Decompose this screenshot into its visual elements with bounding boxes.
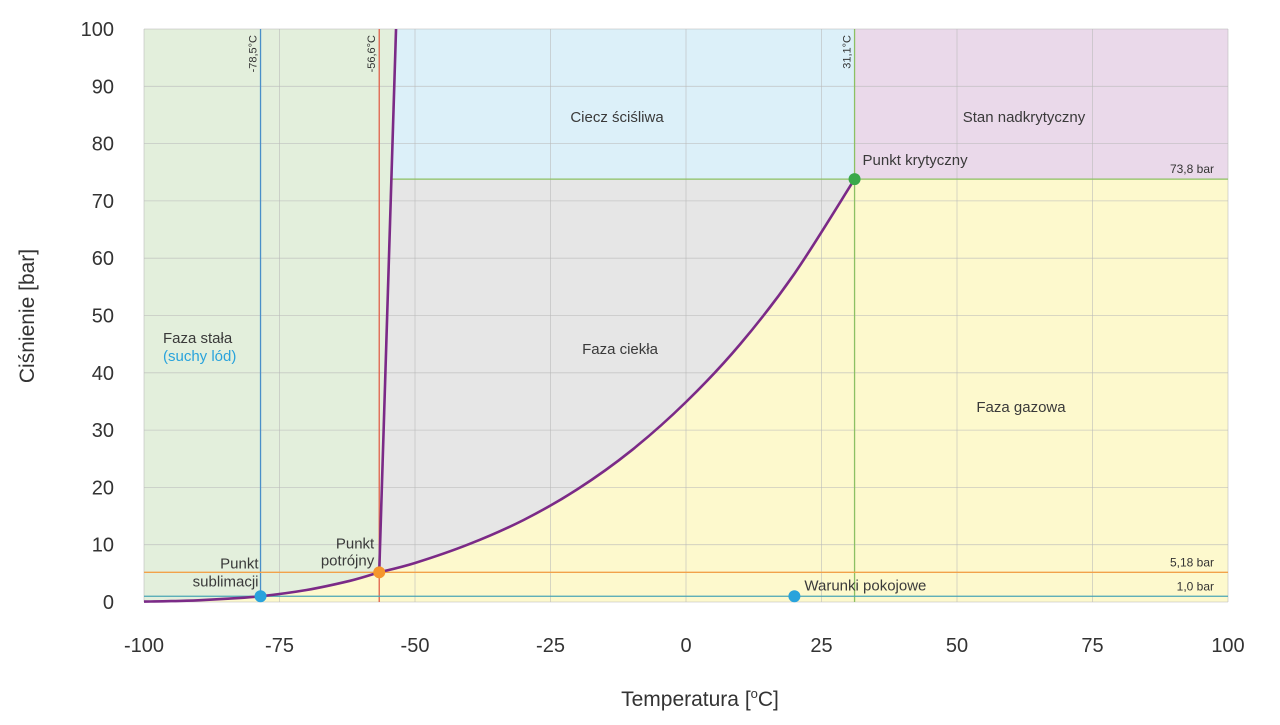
- triple-point-label-line1: Punkt: [336, 535, 375, 552]
- x-tick-label: 50: [946, 635, 968, 657]
- reference-lines-layer: [144, 29, 1228, 602]
- supercritical-region: [854, 29, 1228, 180]
- x-tick-label: -75: [265, 635, 294, 657]
- room-conditions-marker: [788, 590, 801, 603]
- triple-point-marker: [373, 566, 386, 579]
- melting-curve: [377, 28, 398, 573]
- x-tick-label: -50: [401, 635, 430, 657]
- x-tick-label: -25: [536, 635, 565, 657]
- liquid-region-label: Faza ciekła: [582, 341, 659, 358]
- curves-layer: [143, 28, 856, 603]
- y-tick-label: 60: [92, 248, 114, 270]
- liquid-region: [379, 179, 855, 573]
- critical-point-marker: [848, 173, 861, 186]
- ticks-layer: -100 -75 -50 -25 0 25 50 75 100 0 10 20 30 40 50 60 70 80…: [81, 19, 1245, 657]
- reference-label-vertical: 31,1°C: [842, 35, 854, 69]
- y-tick-label: 70: [92, 191, 114, 213]
- y-tick-label: 90: [92, 76, 114, 98]
- y-tick-label: 100: [81, 19, 114, 41]
- x-axis-title: Temperatura [oC]: [621, 686, 779, 711]
- reference-label-vertical: -78,5°C: [248, 35, 260, 72]
- sublimation-point-label-line1: Punkt: [220, 555, 259, 572]
- y-tick-label: 10: [92, 535, 114, 557]
- reference-label-vertical: -56,6°C: [366, 35, 378, 72]
- points-layer: [254, 173, 861, 603]
- critical-point-label: Punkt krytyczny: [863, 152, 969, 169]
- y-tick-label: 20: [92, 477, 114, 499]
- vaporization-curve: [378, 178, 856, 574]
- supercritical-region-label: Stan nadkrytyczny: [963, 109, 1086, 126]
- sublimation-point-label-line2: sublimacji: [193, 573, 259, 590]
- grid-layer: [143, 28, 1229, 603]
- x-tick-label: 100: [1211, 635, 1244, 657]
- reference-label-horizontal: 1,0 bar: [1177, 579, 1214, 593]
- y-tick-label: 40: [92, 363, 114, 385]
- reference-label-horizontal: 73,8 bar: [1170, 162, 1214, 176]
- gas-region-label: Faza gazowa: [976, 399, 1066, 416]
- sublimation-point-marker: [254, 590, 267, 603]
- x-tick-label: 0: [680, 635, 691, 657]
- solid-region-label: Faza stała: [163, 330, 233, 347]
- room-conditions-label: Warunki pokojowe: [804, 577, 926, 594]
- x-tick-label: -100: [124, 635, 164, 657]
- sublimation-curve: [143, 571, 380, 603]
- solid-region-sublabel: (suchy lód): [163, 348, 236, 365]
- y-tick-label: 50: [92, 306, 114, 328]
- y-tick-label: 30: [92, 420, 114, 442]
- compressible-liquid-region: [391, 29, 855, 180]
- reference-label-horizontal: 5,18 bar: [1170, 555, 1214, 569]
- y-axis-title: Ciśnienie [bar]: [16, 249, 39, 383]
- triple-point-label-line2: potrójny: [321, 552, 375, 569]
- compressible-liquid-region-label: Ciecz ściśliwa: [570, 109, 664, 126]
- y-tick-label: 80: [92, 134, 114, 156]
- x-tick-label: 75: [1081, 635, 1103, 657]
- x-tick-label: 25: [810, 635, 832, 657]
- y-tick-label: 0: [103, 592, 114, 614]
- labels-layer: -78,5°C -56,6°C 31,1°C 73,8 bar 5,18 bar 1,0 …: [163, 35, 1214, 594]
